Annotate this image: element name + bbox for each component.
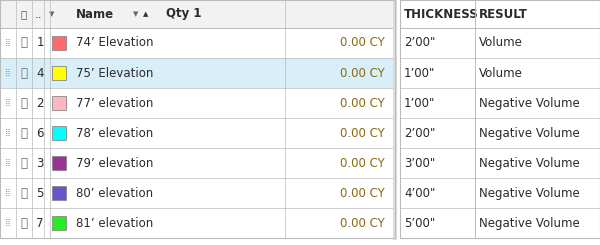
Text: 80’ elevation: 80’ elevation (76, 186, 153, 199)
Bar (0, 178, 395, 208)
Text: 79’ elevation: 79’ elevation (76, 157, 154, 170)
Text: 0.00 CY: 0.00 CY (340, 97, 385, 110)
Bar (0, 148, 395, 178)
Bar (0, 88, 395, 118)
Bar (0, 58, 395, 88)
Bar (0, 0, 395, 238)
Text: 78’ elevation: 78’ elevation (76, 126, 153, 139)
Text: ⁞⁞: ⁞⁞ (5, 68, 11, 78)
Text: ⦿: ⦿ (20, 97, 28, 110)
Text: Qty 1: Qty 1 (166, 8, 202, 21)
Text: 7: 7 (36, 217, 44, 230)
Bar (52, 36, 66, 50)
Text: ▼: ▼ (133, 11, 139, 17)
Bar (400, 0, 600, 28)
Text: 1’00": 1’00" (404, 66, 436, 79)
Bar (52, 126, 66, 140)
Text: 1: 1 (36, 37, 44, 49)
Text: 75’ Elevation: 75’ Elevation (76, 66, 154, 79)
Text: 3: 3 (37, 157, 44, 170)
Text: 0.00 CY: 0.00 CY (340, 37, 385, 49)
Bar (0, 118, 395, 148)
Text: 2’00": 2’00" (404, 37, 436, 49)
Text: ▼: ▼ (49, 11, 55, 17)
Text: 74’ Elevation: 74’ Elevation (76, 37, 154, 49)
Bar (400, 28, 600, 58)
Bar (400, 208, 600, 238)
Text: RESULT: RESULT (479, 8, 528, 21)
Bar (400, 0, 600, 238)
Text: ⦿: ⦿ (20, 126, 28, 139)
Text: ⦿: ⦿ (20, 186, 28, 199)
Text: 81’ elevation: 81’ elevation (76, 217, 153, 230)
Bar (52, 186, 66, 200)
Text: ⦿: ⦿ (20, 37, 28, 49)
Text: Volume: Volume (479, 37, 523, 49)
Text: 77’ elevation: 77’ elevation (76, 97, 154, 110)
Text: Negative Volume: Negative Volume (479, 217, 580, 230)
Text: ⦿: ⦿ (20, 66, 28, 79)
Bar (52, 156, 66, 170)
Bar (52, 216, 66, 230)
Text: ⁞⁞: ⁞⁞ (5, 98, 11, 108)
Text: 0.00 CY: 0.00 CY (340, 217, 385, 230)
Text: Volume: Volume (479, 66, 523, 79)
Text: ▲: ▲ (143, 11, 149, 17)
Text: Negative Volume: Negative Volume (479, 157, 580, 170)
Text: ⦿: ⦿ (21, 9, 27, 19)
Text: Name: Name (76, 8, 114, 21)
Text: 4: 4 (36, 66, 44, 79)
Text: ⁞⁞: ⁞⁞ (5, 158, 11, 168)
Text: ⁞⁞: ⁞⁞ (5, 218, 11, 228)
Bar (400, 178, 600, 208)
Bar (400, 148, 600, 178)
Text: Negative Volume: Negative Volume (479, 97, 580, 110)
Bar (52, 66, 66, 80)
Text: ⁞⁞: ⁞⁞ (5, 38, 11, 48)
Text: 0.00 CY: 0.00 CY (340, 157, 385, 170)
Text: THICKNESS: THICKNESS (404, 8, 479, 21)
Text: Negative Volume: Negative Volume (479, 126, 580, 139)
Text: Negative Volume: Negative Volume (479, 186, 580, 199)
Text: 4’00": 4’00" (404, 186, 436, 199)
Text: ⁞⁞: ⁞⁞ (5, 128, 11, 138)
Text: 0.00 CY: 0.00 CY (340, 186, 385, 199)
Text: 2: 2 (36, 97, 44, 110)
Text: ⦿: ⦿ (20, 157, 28, 170)
Text: 6: 6 (36, 126, 44, 139)
Bar (0, 208, 395, 238)
Text: ⦿: ⦿ (20, 217, 28, 230)
Bar (400, 58, 600, 88)
Bar (0, 28, 395, 58)
Text: 2’00": 2’00" (404, 126, 436, 139)
Bar (400, 88, 600, 118)
Text: 5’00": 5’00" (404, 217, 435, 230)
Text: 3’00": 3’00" (404, 157, 435, 170)
Bar (400, 118, 600, 148)
Text: ⁞⁞: ⁞⁞ (5, 188, 11, 198)
Text: 1’00": 1’00" (404, 97, 436, 110)
Bar (0, 0, 395, 28)
Text: 0.00 CY: 0.00 CY (340, 126, 385, 139)
Bar (52, 96, 66, 110)
Text: ..: .. (34, 8, 42, 21)
Text: 5: 5 (37, 186, 44, 199)
Text: 0.00 CY: 0.00 CY (340, 66, 385, 79)
